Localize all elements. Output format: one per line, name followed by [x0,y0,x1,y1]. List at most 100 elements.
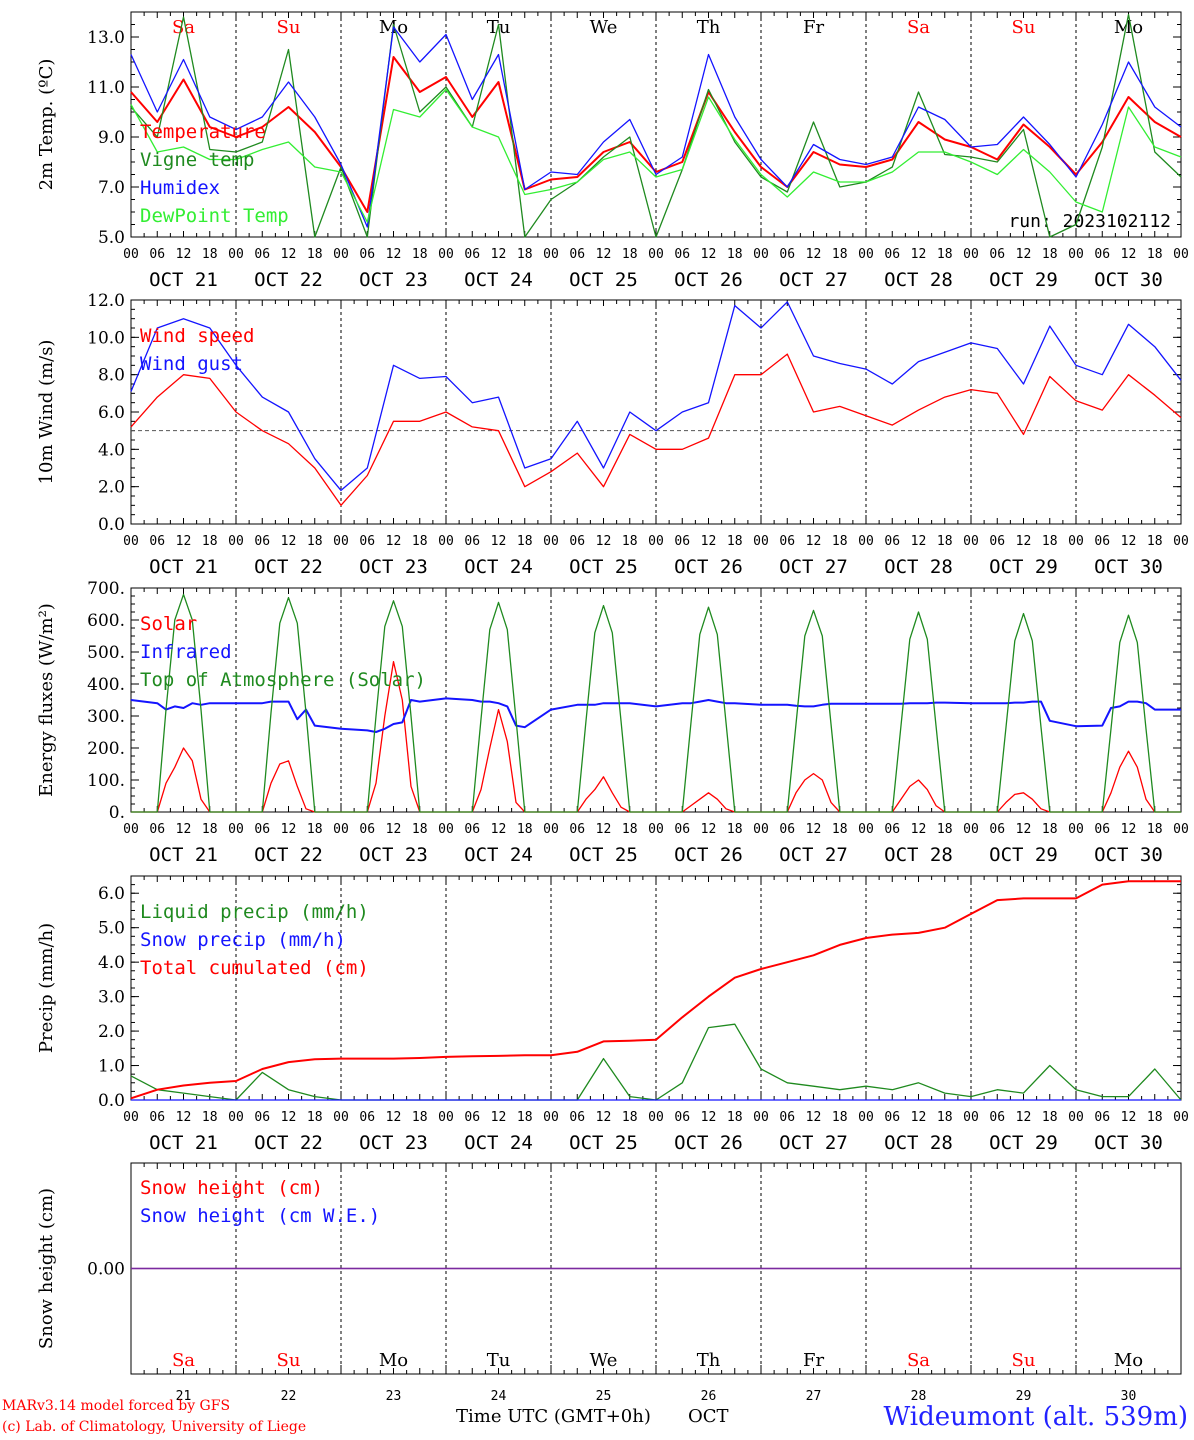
x-hour-label: 00 [753,247,769,262]
x-hour-label: 00 [123,534,139,549]
weekday-label: Tu [487,1350,511,1371]
x-date-label: OCT 24 [464,1132,533,1154]
x-hour-label: 06 [464,1110,480,1125]
x-hour-label: 00 [543,1110,559,1125]
x-date-label: OCT 22 [254,556,323,578]
x-hour-label: 06 [674,534,690,549]
x-hour-label: 12 [281,1110,297,1125]
legend-entry: Vigne temp [140,149,254,171]
x-hour-label: 00 [333,534,349,549]
x-hour-label: 18 [307,247,323,262]
x-date-label: OCT 29 [989,269,1058,291]
y-tick-label: 8.0 [98,366,125,386]
x-date-label: OCT 27 [779,844,848,866]
x-hour-label: 12 [386,534,402,549]
x-hour-label: 06 [989,822,1005,837]
x-hour-label: 18 [622,247,638,262]
x-hour-label: 00 [1173,534,1189,549]
x-hour-label: 12 [491,822,507,837]
x-date-label: OCT 29 [989,556,1058,578]
x-hour-label: 18 [727,1110,743,1125]
x-date-label: OCT 23 [359,844,428,866]
x-hour-label: 12 [176,534,192,549]
x-hour-label: 12 [701,247,717,262]
x-hour-label: 06 [254,534,270,549]
legend-entry: Temperature [140,121,266,143]
x-hour-label: 12 [596,247,612,262]
x-date-label: OCT 23 [359,1132,428,1154]
weekday-label: Fr [803,17,824,38]
weekday-label: We [590,1350,618,1371]
legend-entry: Solar [140,613,197,635]
x-hour-label: 06 [464,247,480,262]
x-hour-label: 18 [727,247,743,262]
x-hour-label: 00 [438,247,454,262]
x-date-label: OCT 29 [989,844,1058,866]
x-hour-label: 12 [1016,822,1032,837]
x-hour-label: 18 [517,534,533,549]
x-hour-label: 18 [937,247,953,262]
x-hour-label: 18 [1042,247,1058,262]
x-hour-label: 12 [386,247,402,262]
y-tick-label: 600. [87,611,125,631]
x-hour-label: 06 [989,247,1005,262]
x-hour-label: 18 [1042,534,1058,549]
y-tick-label: 5.0 [98,228,125,248]
x-date-label: OCT 28 [884,269,953,291]
x-hour-label: 00 [543,822,559,837]
x-hour-label: 00 [228,822,244,837]
x-hour-label: 06 [359,822,375,837]
y-tick-label: 200. [87,739,125,759]
x-hour-label: 00 [753,822,769,837]
weekday-label: Mo [1114,1350,1143,1371]
x-hour-label: 12 [806,247,822,262]
x-hour-label: 06 [884,1110,900,1125]
x-date-label: OCT 27 [779,269,848,291]
x-hour-label: 06 [254,247,270,262]
x-hour-label: 06 [884,534,900,549]
legend-entry: Liquid precip (mm/h) [140,901,369,923]
x-date-label: OCT 26 [674,844,743,866]
y-axis-title: 2m Temp. (ºC) [36,59,57,191]
weekday-label: Fr [803,1350,824,1371]
y-tick-label: 7.0 [98,178,125,198]
y-tick-label: 6.0 [98,403,125,423]
x-hour-label: 18 [412,534,428,549]
station-name: Wideumont (alt. 539m) [883,1402,1188,1432]
x-date-label: OCT 25 [569,269,638,291]
weekday-label: Su [277,17,301,38]
x-hour-label: 06 [359,247,375,262]
y-axis-title: Energy fluxes (W/m²) [36,603,57,797]
x-hour-label: 06 [884,247,900,262]
series-line [130,56,1182,213]
legend-entry: Snow precip (mm/h) [140,929,346,951]
x-hour-label: 06 [884,822,900,837]
x-hour-label: 18 [202,1110,218,1125]
legend-entry: Snow height (cm) [140,1177,323,1199]
x-date-label: OCT 24 [464,269,533,291]
x-hour-label: 18 [307,1110,323,1125]
x-day-number: 23 [386,1389,402,1404]
x-hour-label: 18 [937,534,953,549]
weekday-label: Sa [907,17,930,38]
x-hour-label: 18 [1147,822,1163,837]
x-date-label: OCT 28 [884,556,953,578]
x-hour-label: 06 [359,1110,375,1125]
x-hour-label: 18 [202,822,218,837]
x-date-label: OCT 22 [254,1132,323,1154]
x-hour-label: 18 [1042,822,1058,837]
x-hour-label: 18 [307,822,323,837]
x-date-label: OCT 25 [569,556,638,578]
x-hour-label: 06 [779,822,795,837]
x-hour-label: 00 [963,534,979,549]
x-hour-label: 12 [911,534,927,549]
y-tick-label: 500. [87,643,125,663]
x-hour-label: 06 [779,534,795,549]
x-hour-label: 18 [517,1110,533,1125]
x-hour-label: 18 [727,822,743,837]
x-hour-label: 18 [937,822,953,837]
x-hour-label: 12 [596,1110,612,1125]
x-day-number: 22 [281,1389,297,1404]
x-date-label: OCT 29 [989,1132,1058,1154]
